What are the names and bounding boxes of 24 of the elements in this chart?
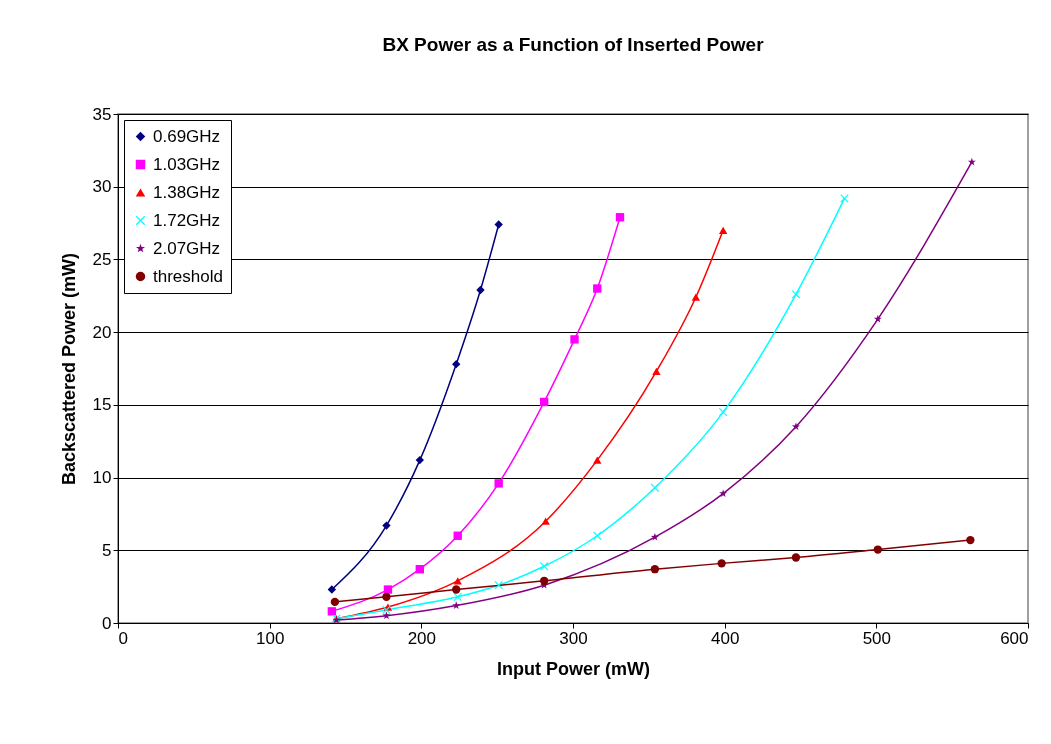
x-tick-label: 0 (118, 628, 128, 648)
legend-label: 1.03GHz (153, 154, 221, 174)
x-tick-label: 400 (710, 628, 740, 648)
x-tick-label: 300 (559, 628, 588, 648)
legend-label: threshold (153, 266, 223, 286)
y-tick-label: 25 (92, 249, 112, 269)
y-axis-title: Backscattered Power (mW) (58, 252, 79, 486)
y-tick-label: 20 (92, 322, 112, 342)
y-tick-label: 0 (102, 613, 112, 633)
legend-label: 2.07GHz (153, 238, 221, 258)
legend-label: 0.69GHz (153, 126, 221, 146)
x-tick-label: 500 (862, 628, 892, 648)
y-tick-label: 35 (92, 104, 112, 124)
y-tick-label: 15 (92, 395, 112, 415)
legend-label: 1.38GHz (153, 182, 221, 202)
x-tick-label: 100 (255, 628, 285, 648)
x-axis-title: Input Power (mW) (497, 658, 650, 679)
legend-label: 1.72GHz (153, 210, 221, 230)
chart-title: BX Power as a Function of Inserted Power (382, 34, 765, 55)
y-tick-label: 5 (102, 540, 112, 560)
y-tick-label: 30 (92, 177, 112, 197)
x-tick-label: 200 (407, 628, 437, 648)
x-tick-label: 600 (1000, 628, 1029, 648)
y-tick-label: 10 (92, 468, 112, 488)
